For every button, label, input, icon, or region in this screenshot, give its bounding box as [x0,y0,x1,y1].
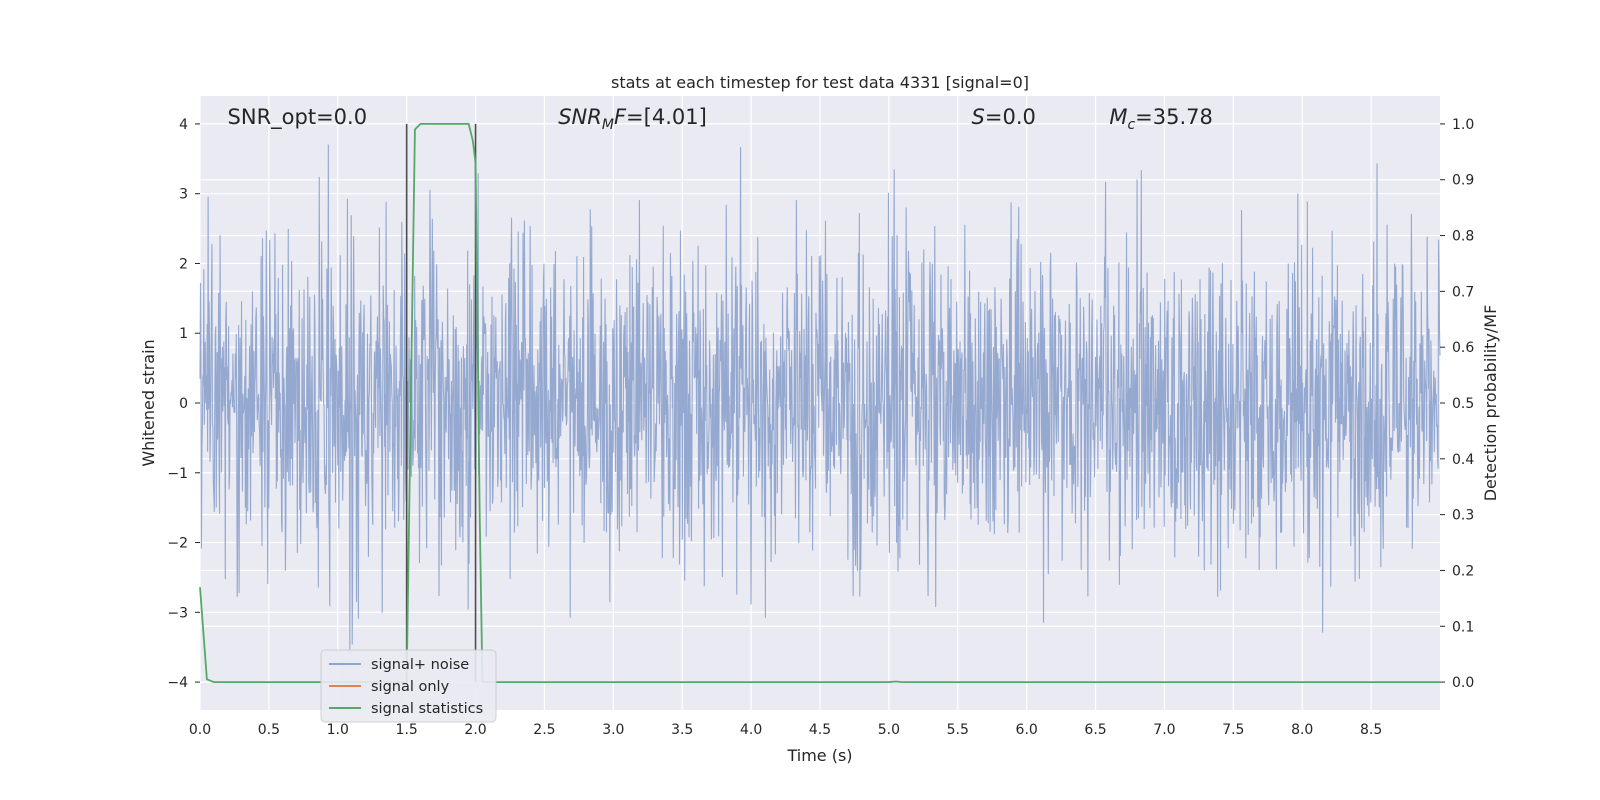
x-tick-label: 4.0 [740,722,762,738]
y2-tick-label: 0.5 [1452,396,1474,412]
y2-tick-label: 0.4 [1452,452,1474,468]
signal-statistics-line [199,123,1440,683]
y-ticks: 4 3 2 1 0 −1 −2 −3 −4 [167,117,200,691]
x-tick-label: 7.0 [1153,722,1175,738]
y-axis-label: Whitened strain [139,339,158,466]
chart-title: stats at each timestep for test data 433… [611,73,1029,92]
x-ticks: 0.0 0.5 1.0 1.5 2.0 2.5 3.0 3.5 4.0 4.5 5.0 5.5 6.0 6… [189,722,1382,738]
x-tick-label: 4.5 [809,722,831,738]
annotation: SNR_opt=0.0 [228,105,368,130]
y-tick-label: −4 [167,675,188,691]
y-tick-label: 3 [179,187,188,203]
y2-tick-label: 0.8 [1452,229,1474,245]
legend-box [320,649,497,723]
x-tick-label: 2.5 [533,722,555,738]
y2-tick-label: 0.6 [1452,340,1474,356]
legend-label: signal only [371,679,450,695]
y-tick-label: −3 [167,605,188,621]
x-tick-label: 5.5 [947,722,969,738]
y-tick-label: 1 [179,326,188,342]
y2-tick-label: 1.0 [1452,117,1474,133]
x-tick-label: 6.5 [1084,722,1106,738]
x-tick-label: 8.0 [1291,722,1313,738]
y-tick-label: −1 [167,466,188,482]
y-tick-label: 2 [179,256,188,272]
y-tick-label: 4 [179,117,188,133]
legend-label: signal+ noise [371,657,469,673]
x-tick-label: 3.5 [671,722,693,738]
y2-ticks: 1.0 0.9 0.8 0.7 0.6 0.5 0.4 0.3 0.2 0.1 0.0 [1440,117,1474,691]
signal-statistics-series [199,123,1440,683]
legend-label: signal statistics [371,701,483,717]
y2-tick-label: 0.9 [1452,173,1474,189]
x-tick-label: 2.0 [464,722,486,738]
x-tick-label: 1.0 [327,722,349,738]
annotation: SNRMF=[4.01] [558,105,707,133]
annotation: Mc=35.78 [1109,105,1213,133]
x-tick-label: 8.5 [1360,722,1382,738]
y-tick-label: −2 [167,536,188,552]
x-tick-label: 0.5 [258,722,280,738]
x-tick-label: 7.5 [1222,722,1244,738]
legend: signal+ noise signal only signal statistic… [320,649,497,723]
y2-tick-label: 0.3 [1452,508,1474,524]
y2-axis-label: Detection probability/MF [1481,305,1500,502]
y2-tick-label: 0.2 [1452,563,1474,579]
x-axis-label: Time (s) [786,746,852,765]
x-tick-label: 5.0 [878,722,900,738]
annotation: S=0.0 [972,105,1036,129]
y2-tick-label: 0.7 [1452,284,1474,300]
annotations: SNR_opt=0.0 SNRMF=[4.01] S=0.0 Mc=35.78 [228,105,1213,133]
x-tick-label: 1.5 [396,722,418,738]
x-tick-label: 3.0 [602,722,624,738]
x-tick-label: 6.0 [1016,722,1038,738]
y-tick-label: 0 [179,396,188,412]
x-tick-label: 0.0 [189,722,211,738]
y2-tick-label: 0.0 [1452,675,1474,691]
y2-tick-label: 0.1 [1452,619,1474,635]
